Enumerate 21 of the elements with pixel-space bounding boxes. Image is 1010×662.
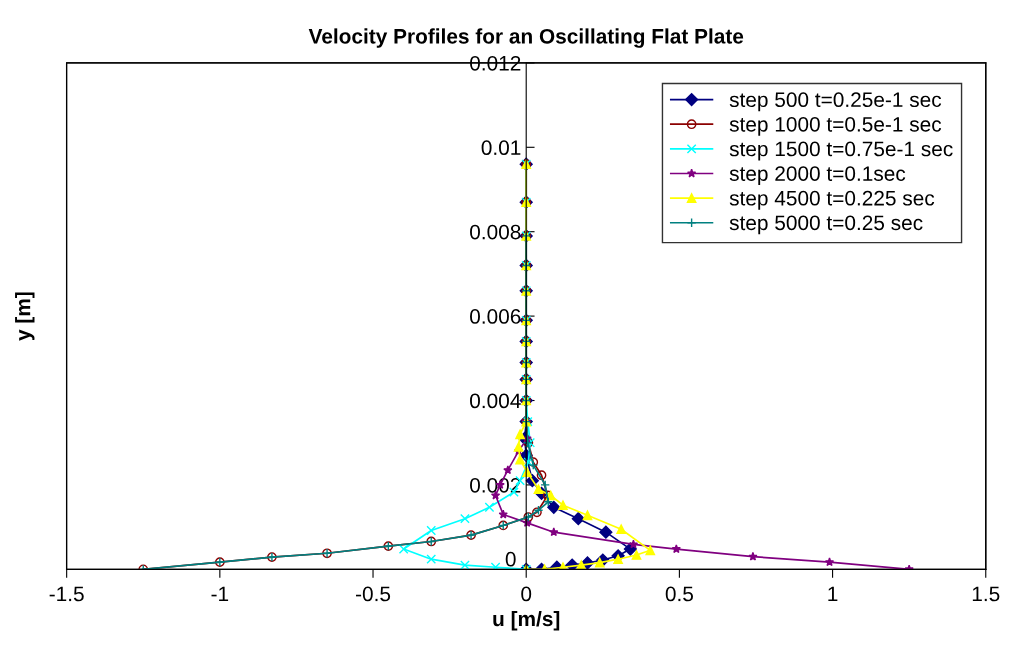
legend-label: step 500 t=0.25e-1 sec	[729, 92, 942, 112]
legend-label: step 1000 t=0.5e-1 sec	[729, 116, 942, 136]
y-tick-label: 0.004	[470, 393, 521, 409]
x-tick-label: 0.5	[665, 586, 693, 602]
legend-label: step 4500 t=0.225 sec	[729, 190, 935, 210]
y-axis-title: y [m]	[15, 292, 35, 341]
y-tick-label: 0.008	[470, 224, 521, 240]
x-axis-title: u [m/s]	[493, 610, 560, 631]
y-tick-label: 0.01	[481, 140, 521, 156]
legend-label: step 1500 t=0.75e-1 sec	[729, 141, 953, 161]
x-tick-label: -1.5	[49, 586, 84, 602]
x-tick-label: -0.5	[356, 586, 391, 602]
y-tick-label: 0.006	[470, 309, 521, 324]
chart-title: Velocity Profiles for an Oscillating Flat Plate	[308, 28, 744, 48]
x-tick-label: 1	[828, 586, 838, 602]
x-tick-label: 0	[521, 586, 532, 602]
legend-label: step 2000 t=0.1sec	[729, 166, 906, 186]
y-tick-label: 0	[505, 551, 516, 567]
legend-label: step 5000 t=0.25 sec	[729, 215, 923, 235]
x-tick-label: -1	[211, 586, 229, 602]
x-tick-label: 1.5	[972, 586, 1000, 602]
